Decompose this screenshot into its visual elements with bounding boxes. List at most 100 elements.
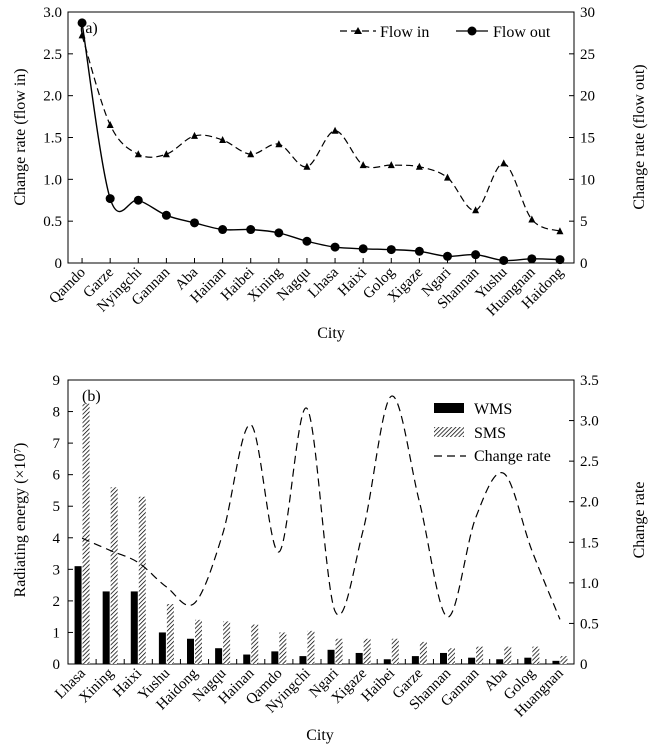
y-tick-label-left-b: 5 bbox=[53, 499, 61, 515]
y-tick-label-right-a: 10 bbox=[580, 172, 595, 188]
data-point-flow-in bbox=[415, 162, 423, 170]
data-point-flow-out bbox=[218, 225, 228, 235]
y-tick-label-right-a: 20 bbox=[580, 89, 595, 105]
bar-wms bbox=[411, 656, 419, 664]
data-point-flow-in bbox=[247, 150, 255, 158]
bar-sms bbox=[476, 646, 484, 664]
bar-wms bbox=[102, 591, 110, 664]
y-tick-label-left-a: 2.5 bbox=[43, 47, 62, 63]
y-tick-label-left-a: 0 bbox=[55, 256, 63, 272]
y-tick-label-right-b: 1.0 bbox=[580, 576, 599, 592]
axes-ticks-a: 0 0.5 1.0 1.5 2.0 2.5 3.0 0 5 10 15 20 25 30 bbox=[43, 5, 595, 272]
y-axis-title-right-a: Change rate (flow out) bbox=[631, 64, 648, 209]
panel-label-a: (a) bbox=[80, 20, 98, 37]
y-tick-label-left-b: 2 bbox=[53, 594, 61, 610]
legend-a: Flow in Flow out bbox=[340, 24, 551, 41]
bar-sms bbox=[391, 638, 399, 664]
data-point-flow-out bbox=[105, 194, 115, 204]
x-axis-title-a: City bbox=[317, 325, 345, 342]
data-point-flow-out bbox=[471, 250, 481, 260]
data-point-flow-out bbox=[330, 242, 340, 252]
bar-sms bbox=[138, 496, 146, 664]
data-point-flow-out bbox=[555, 255, 565, 265]
bar-sms bbox=[110, 487, 118, 664]
bar-wms bbox=[440, 652, 447, 664]
y-axis-title-left-b: Radiating energy (×10⁷) bbox=[12, 443, 29, 598]
y-tick-label-left-b: 1 bbox=[53, 625, 61, 641]
data-point-flow-in bbox=[275, 140, 283, 148]
y-tick-label-left-b: 0 bbox=[53, 657, 61, 673]
y-tick-label-right-a: 0 bbox=[580, 256, 588, 272]
chart-marks-b bbox=[74, 395, 568, 664]
bar-sms bbox=[82, 403, 90, 664]
data-point-flow-out bbox=[190, 218, 199, 228]
y-tick-label-left-a: 1.5 bbox=[43, 131, 62, 147]
y-tick-label-left-b: 4 bbox=[53, 531, 61, 547]
bar-wms bbox=[271, 651, 279, 664]
data-point-flow-in bbox=[556, 227, 564, 235]
data-point-flow-in bbox=[331, 126, 339, 134]
bar-sms bbox=[419, 641, 427, 664]
axes-ticks-b: 0 1 2 3 4 5 6 7 8 9 0 0.5 1.0 1.5 2.0 2.5 3.0 3.5 bbox=[53, 373, 599, 673]
y-tick-label-left-a: 0.5 bbox=[43, 214, 62, 230]
y-tick-label-right-b: 3.5 bbox=[580, 373, 599, 389]
y-tick-label-left-b: 8 bbox=[53, 405, 61, 421]
bar-wms bbox=[130, 591, 138, 664]
y-tick-label-left-a: 1.0 bbox=[43, 172, 62, 188]
y-tick-label-right-b: 1.5 bbox=[580, 535, 599, 551]
bar-wms bbox=[524, 657, 532, 664]
chart-panel-b: 0 1 2 3 4 5 6 7 8 9 0 0.5 1.0 1.5 2.0 2.5 3.0 3.5 LhasaXi… bbox=[12, 373, 648, 744]
data-point-flow-in bbox=[134, 150, 142, 158]
chart-marks-a bbox=[77, 18, 565, 265]
bar-sms bbox=[307, 630, 315, 664]
legend-label-flow-in: Flow in bbox=[380, 24, 429, 41]
x-axis-title-b: City bbox=[306, 727, 334, 744]
bar-sms bbox=[448, 648, 455, 664]
panel-label-b: (b) bbox=[82, 388, 101, 405]
plot-frame-a bbox=[67, 11, 575, 264]
legend-label-change-rate: Change rate bbox=[474, 448, 551, 465]
data-point-flow-out bbox=[302, 236, 312, 246]
y-tick-label-right-a: 5 bbox=[580, 214, 588, 230]
data-point-flow-out bbox=[443, 251, 452, 261]
legend-b: WMS SMS Change rate bbox=[434, 401, 551, 465]
bar-sms bbox=[560, 656, 568, 664]
bar-wms bbox=[327, 649, 335, 664]
data-point-flow-in bbox=[528, 215, 536, 223]
data-point-flow-out bbox=[246, 225, 256, 235]
y-tick-label-right-b: 0 bbox=[580, 657, 588, 673]
x-tick-label-a: Qamdo bbox=[46, 265, 89, 308]
series-line-change-rate bbox=[81, 395, 561, 620]
bar-sms bbox=[532, 646, 540, 664]
bar-wms bbox=[158, 632, 166, 664]
y-tick-label-left-b: 6 bbox=[53, 468, 61, 484]
data-point-flow-out bbox=[386, 245, 396, 255]
data-point-flow-out bbox=[358, 244, 368, 254]
data-point-flow-out bbox=[161, 210, 171, 220]
y-tick-label-right-a: 30 bbox=[580, 5, 595, 21]
data-point-flow-out bbox=[527, 254, 537, 264]
data-point-flow-in bbox=[359, 161, 367, 169]
y-tick-label-left-b: 3 bbox=[53, 562, 61, 578]
data-point-flow-in bbox=[162, 150, 170, 158]
bar-wms bbox=[243, 654, 251, 664]
y-tick-label-left-b: 9 bbox=[53, 373, 61, 389]
bar-sms bbox=[504, 646, 512, 664]
y-tick-label-left-b: 7 bbox=[53, 436, 61, 452]
bar-sms bbox=[223, 621, 231, 664]
bar-wms bbox=[299, 656, 307, 664]
data-point-flow-out bbox=[77, 18, 87, 28]
bar-wms bbox=[496, 659, 504, 664]
legend-swatch-sms bbox=[434, 427, 464, 437]
y-tick-label-left-a: 3.0 bbox=[43, 5, 62, 21]
bar-sms bbox=[251, 624, 259, 664]
chart-panel-a: 0 0.5 1.0 1.5 2.0 2.5 3.0 0 5 10 15 20 25 30 QamdoGar… bbox=[12, 5, 648, 342]
y-tick-label-left-a: 2.0 bbox=[43, 89, 62, 105]
bar-sms bbox=[363, 638, 371, 664]
bar-sms bbox=[195, 619, 202, 664]
series-line-flow-out bbox=[81, 22, 560, 262]
legend-marker-flow-out bbox=[467, 26, 477, 36]
data-point-flow-in bbox=[472, 206, 480, 214]
bar-wms bbox=[552, 660, 560, 664]
